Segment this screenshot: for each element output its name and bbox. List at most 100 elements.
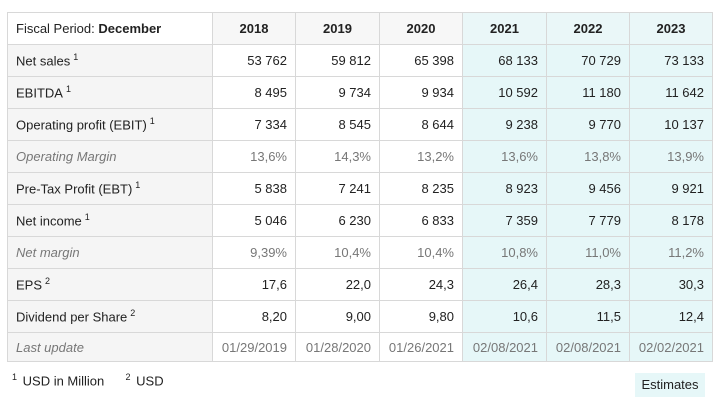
table-cell: 22,0 [295,268,380,301]
footnote-2-mark: 2 [125,372,131,382]
row-label: Last update [7,332,213,362]
table-cell: 5 838 [212,172,296,205]
table-cell: 8 644 [379,108,463,141]
table-cell: 13,9% [629,140,713,173]
table-cell: 13,8% [546,140,630,173]
table-cell: 8 178 [629,204,713,237]
table-cell: 26,4 [462,268,547,301]
footnote-marker: 1 [135,180,141,191]
table-cell: 10,8% [462,236,547,269]
table-cell: 9 770 [546,108,630,141]
table-cell: 02/02/2021 [629,332,713,362]
table-cell: 6 833 [379,204,463,237]
fiscal-period-label: Fiscal Period: [16,21,95,36]
table-cell: 01/26/2021 [379,332,463,362]
table-cell: 6 230 [295,204,380,237]
row-label: Operating profit (EBIT) 1 [7,108,213,141]
row-label-text: Operating profit (EBIT) [16,117,147,133]
row-label-text: Pre-Tax Profit (EBT) [16,181,133,197]
row-label: EBITDA 1 [7,76,213,109]
table-cell: 13,6% [462,140,547,173]
table-cell: 10 137 [629,108,713,141]
table-cell: 24,3 [379,268,463,301]
row-label: Dividend per Share 2 [7,300,213,333]
table-cell: 59 812 [295,44,380,77]
table-cell: 01/28/2020 [295,332,380,362]
table-cell: 02/08/2021 [546,332,630,362]
table-cell: 28,3 [546,268,630,301]
row-label: Net margin [7,236,213,269]
table-cell: 7 779 [546,204,630,237]
table-cell: 7 241 [295,172,380,205]
table-cell: 12,4 [629,300,713,333]
table-cell: 13,2% [379,140,463,173]
table-row: Dividend per Share 2 8,20 9,00 9,80 10,6 11,5 1… [7,300,713,333]
table-cell: 9,80 [379,300,463,333]
fiscal-period-header: Fiscal Period: December [7,12,213,45]
footnote-marker: 2 [130,308,136,319]
table-cell: 10,4% [379,236,463,269]
row-label-text: Net margin [16,245,80,260]
table-cell: 8 545 [295,108,380,141]
year-header: 2021 [462,12,547,45]
header-row: Fiscal Period: December 2018 2019 2020 2… [7,12,713,45]
table-cell: 11,0% [546,236,630,269]
table-cell: 9 934 [379,76,463,109]
row-label-text: Net sales [16,53,71,69]
footnote-marker: 1 [149,116,155,127]
year-header: 2020 [379,12,463,45]
table-cell: 11 180 [546,76,630,109]
row-label: Net income 1 [7,204,213,237]
table-cell: 17,6 [212,268,296,301]
footnote-1-mark: 1 [12,372,18,382]
footnote-1-text: USD in Million [22,373,105,389]
row-label-text: Operating Margin [16,149,117,164]
table-cell: 11,5 [546,300,630,333]
table-cell: 9 456 [546,172,630,205]
row-label-text: EBITDA [16,85,63,101]
footnote-marker: 2 [45,276,51,287]
table-cell: 11 642 [629,76,713,109]
table-cell: 9,00 [295,300,380,333]
table-cell: 70 729 [546,44,630,77]
table-row: Operating profit (EBIT) 1 7 334 8 545 8 644 9… [7,108,713,141]
footnote-marker: 1 [73,52,79,63]
footnote-2-text: USD [136,373,164,389]
year-header: 2022 [546,12,630,45]
table-row: Net income 1 5 046 6 230 6 833 7 359 7 779 8 17… [7,204,713,237]
row-label-text: Last update [16,339,84,355]
table-cell: 9 238 [462,108,547,141]
table-cell: 30,3 [629,268,713,301]
year-header: 2023 [629,12,713,45]
year-header: 2019 [295,12,380,45]
table-cell: 10,4% [295,236,380,269]
year-header: 2018 [212,12,296,45]
table-row: Operating Margin 13,6% 14,3% 13,2% 13,6% 13,8… [7,140,713,173]
fiscal-period-value: December [98,21,162,36]
table-row: EPS 2 17,6 22,0 24,3 26,4 28,3 30,3 [7,268,713,301]
row-label-text: Net income [16,213,82,229]
table-cell: 8 495 [212,76,296,109]
row-label: EPS 2 [7,268,213,301]
table-cell: 7 334 [212,108,296,141]
estimates-legend: Estimates [635,373,705,397]
table-row: Net margin 9,39% 10,4% 10,4% 10,8% 11,0% 11,2% [7,236,713,269]
table-cell: 13,6% [212,140,296,173]
table-cell: 53 762 [212,44,296,77]
row-label-text: Dividend per Share [16,309,128,325]
table-cell: 11,2% [629,236,713,269]
row-label: Operating Margin [7,140,213,173]
row-label: Pre-Tax Profit (EBT) 1 [7,172,213,205]
footnotes: 1 USD in Million 2 USD [12,372,164,388]
table-cell: 8 923 [462,172,547,205]
table-cell: 68 133 [462,44,547,77]
footnote-marker: 1 [65,84,71,95]
table-cell: 14,3% [295,140,380,173]
table-cell: 9 734 [295,76,380,109]
table-row: Net sales 1 53 762 59 812 65 398 68 133 70 729… [7,44,713,77]
table-cell: 5 046 [212,204,296,237]
table-cell: 02/08/2021 [462,332,547,362]
table-cell: 9 921 [629,172,713,205]
table-cell: 9,39% [212,236,296,269]
footnote-marker: 1 [84,212,90,223]
